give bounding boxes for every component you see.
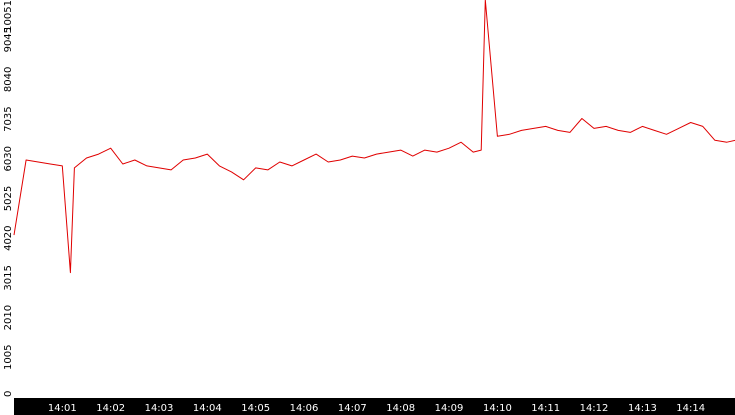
y-tick-label: 2010 [3, 305, 14, 330]
x-tick-label: 14:12 [580, 403, 609, 414]
x-tick-label: 14:06 [290, 403, 319, 414]
y-axis-labels: 0 1005 2010 3015 4020 5025 6030 7035 8040 9045100… [3, 0, 14, 397]
y-tick-label: 10051 [3, 0, 14, 32]
y-tick-label: 4020 [3, 225, 14, 250]
x-axis-bar [14, 398, 735, 415]
y-tick-label: 6030 [3, 146, 14, 171]
x-tick-label: 14:10 [483, 403, 512, 414]
x-tick-label: 14:05 [241, 403, 270, 414]
y-tick-label: 9045 [3, 27, 14, 52]
y-tick-label: 3015 [3, 265, 14, 290]
y-tick-label: 5025 [3, 186, 14, 211]
y-tick-label: 8040 [3, 67, 14, 92]
x-tick-label: 14:09 [435, 403, 464, 414]
x-axis-labels: 14:01 14:02 14:03 14:04 14:05 14:06 14:07 14:08… [48, 403, 705, 414]
x-tick-label: 14:08 [386, 403, 415, 414]
y-tick-label: 7035 [3, 106, 14, 131]
series-layer [13, 0, 735, 274]
x-tick-label: 14:04 [193, 403, 222, 414]
x-tick-label: 14:03 [145, 403, 174, 414]
y-tick-label: 0 [3, 391, 14, 397]
x-tick-label: 14:11 [531, 403, 560, 414]
y-tick-label: 1005 [3, 345, 14, 370]
series-line [13, 0, 735, 274]
x-tick-label: 14:07 [338, 403, 367, 414]
x-tick-label: 14:02 [96, 403, 125, 414]
x-tick-label: 14:13 [628, 403, 657, 414]
x-tick-label: 14:01 [48, 403, 77, 414]
x-tick-label: 14:14 [676, 403, 705, 414]
